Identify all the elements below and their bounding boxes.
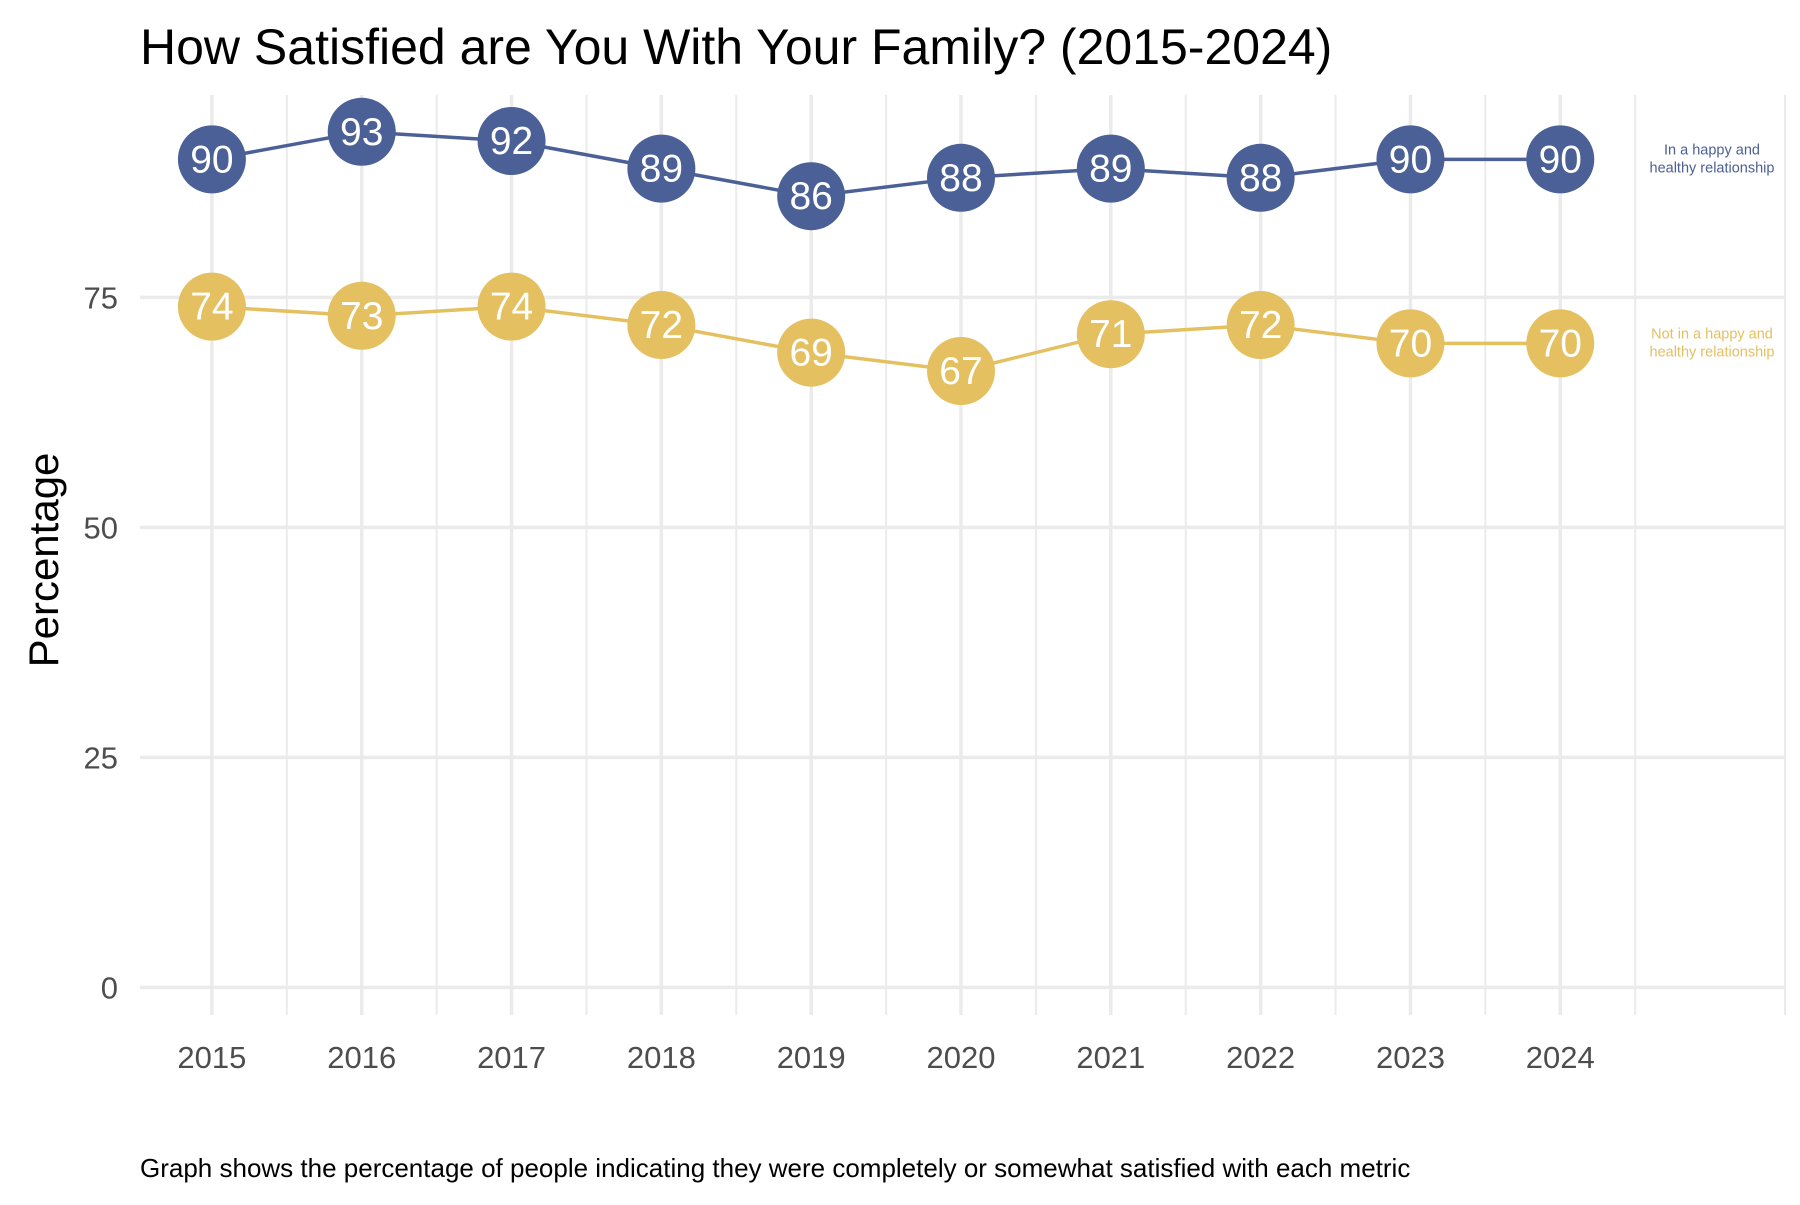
series-end-label: healthy relationship <box>1650 160 1775 176</box>
data-label: 92 <box>490 120 533 163</box>
series-end-label: Not in a happy and <box>1651 326 1773 342</box>
series-line <box>211 304 1561 373</box>
data-point <box>1226 291 1295 359</box>
series-end-label: In a happy and <box>1664 142 1760 158</box>
data-point <box>1526 309 1595 378</box>
data-label: 70 <box>1389 322 1432 365</box>
data-point <box>1226 143 1295 212</box>
series-group: 74 73 74 72 69 67 71 72 70 70 Not in a happy and he… <box>177 272 1775 405</box>
y-tick-label: 0 <box>101 970 118 1005</box>
x-tick-label: 2019 <box>777 1040 846 1075</box>
data-label: 88 <box>1239 157 1282 200</box>
data-point <box>477 272 546 341</box>
x-tick-label: 2018 <box>627 1040 696 1075</box>
data-point <box>1526 125 1595 194</box>
data-point <box>327 281 396 350</box>
data-label: 88 <box>939 157 982 200</box>
x-tick-label: 2021 <box>1076 1040 1145 1075</box>
data-point <box>777 162 846 231</box>
x-tick-label: 2017 <box>477 1040 546 1075</box>
series-line <box>211 130 1561 198</box>
data-label: 90 <box>190 138 233 181</box>
x-tick-label: 2022 <box>1226 1040 1295 1075</box>
data-point <box>627 134 696 203</box>
y-tick-labels: 0 25 50 75 <box>84 280 118 1005</box>
x-tick-labels: 2015 2016 2017 2018 2019 2020 2021 2022 2023 2024 <box>177 1040 1594 1075</box>
data-point <box>327 97 396 166</box>
data-point <box>177 272 246 341</box>
data-label: 90 <box>1539 138 1582 181</box>
data-point <box>177 125 246 194</box>
data-label: 69 <box>789 332 832 375</box>
chart-caption: Graph shows the percentage of people ind… <box>140 1153 1410 1183</box>
x-tick-label: 2015 <box>177 1040 246 1075</box>
data-label: 74 <box>190 286 233 329</box>
x-tick-label: 2020 <box>927 1040 996 1075</box>
data-point <box>627 291 696 359</box>
y-tick-label: 75 <box>84 280 118 315</box>
data-point <box>1076 134 1145 203</box>
data-point <box>1376 309 1445 378</box>
data-point <box>777 318 846 387</box>
data-point <box>477 107 546 175</box>
data-point <box>927 337 996 405</box>
x-tick-label: 2024 <box>1526 1040 1595 1075</box>
data-point <box>1376 125 1445 194</box>
data-label: 71 <box>1089 313 1132 356</box>
y-tick-label: 25 <box>84 740 118 775</box>
data-label: 67 <box>939 350 982 393</box>
data-label: 90 <box>1389 138 1432 181</box>
data-label: 93 <box>340 111 383 154</box>
data-label: 74 <box>490 286 533 329</box>
series-layer: 90 93 92 89 86 88 89 88 90 90 In a happy and health… <box>177 97 1775 405</box>
data-label: 89 <box>640 148 683 191</box>
data-label: 72 <box>1239 304 1282 347</box>
data-label: 86 <box>789 175 832 218</box>
y-tick-label: 50 <box>84 510 118 545</box>
x-tick-label: 2016 <box>327 1040 396 1075</box>
grid-layer <box>140 95 1786 1015</box>
data-label: 72 <box>640 304 683 347</box>
x-tick-label: 2023 <box>1376 1040 1445 1075</box>
series-group: 90 93 92 89 86 88 89 88 90 90 In a happy and health… <box>177 97 1775 231</box>
y-axis-label: Percentage <box>20 453 67 668</box>
data-label: 89 <box>1089 148 1132 191</box>
chart-title: How Satisfied are You With Your Family? … <box>140 19 1332 75</box>
data-label: 70 <box>1539 322 1582 365</box>
series-end-label: healthy relationship <box>1650 344 1775 360</box>
data-point <box>1076 300 1145 369</box>
data-label: 73 <box>340 295 383 338</box>
data-point <box>927 143 996 212</box>
